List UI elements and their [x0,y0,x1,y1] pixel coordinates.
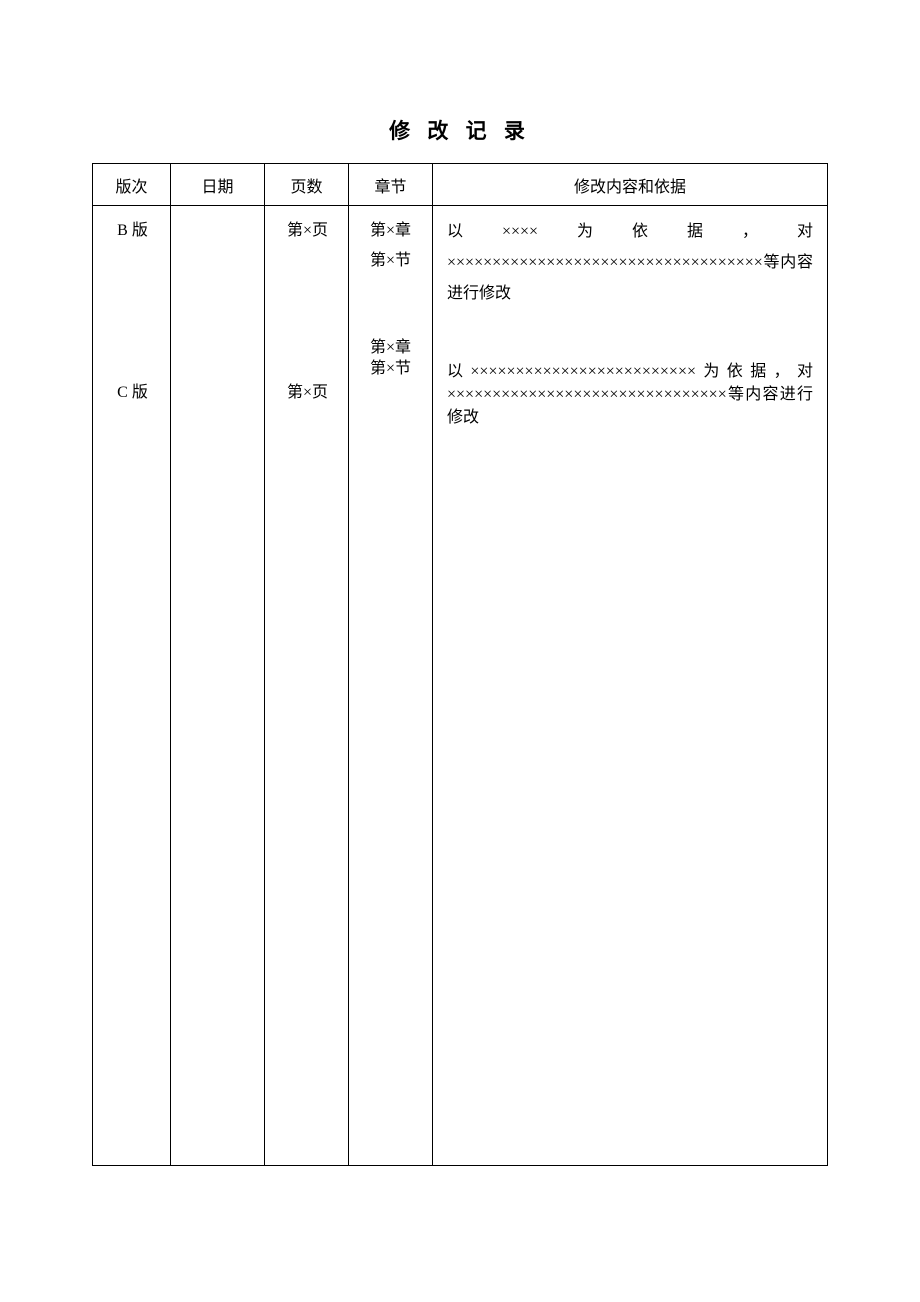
page-entry-1: 第×页 [275,216,340,246]
table-body-row: B 版 C 版 第×页 第×页 [93,206,828,1166]
page-title: 修 改 记 录 [92,115,828,145]
page-container: 修 改 记 录 版次 日期 页数 章节 修改内容和依据 B 版 [0,0,920,1256]
cell-content: 以××××为依据，对××××××××××××××××××××××××××××××… [433,206,828,1166]
header-chapter: 章节 [349,164,433,206]
spacer [355,277,426,327]
table-header-row: 版次 日期 页数 章节 修改内容和依据 [93,164,828,206]
content-entry-1: 以××××为依据，对××××××××××××××××××××××××××××××… [447,216,813,310]
header-version: 版次 [93,164,171,206]
cell-page: 第×页 第×页 [265,206,349,1166]
content-entry-2: 以×××××××××××××××××××××××××为依据，对×××××××××… [447,360,813,430]
spacer [275,246,340,378]
cell-version: B 版 C 版 [93,206,171,1166]
header-date: 日期 [171,164,265,206]
spacer [447,310,813,360]
header-content: 修改内容和依据 [433,164,828,206]
chapter-entry-1-line2: 第×节 [355,246,426,276]
spacer [103,246,162,378]
cell-date [171,206,265,1166]
chapter-entry-2-line2: 第×节 [355,358,426,380]
version-entry-2: C 版 [103,378,162,408]
chapter-entry-2-line1: 第×章 [355,337,426,359]
cell-chapter: 第×章 第×节 第×章 第×节 [349,206,433,1166]
header-page: 页数 [265,164,349,206]
version-entry-1: B 版 [103,216,162,246]
revision-table: 版次 日期 页数 章节 修改内容和依据 B 版 C 版 [92,163,828,1166]
page-entry-2: 第×页 [275,378,340,408]
chapter-entry-1-line1: 第×章 [355,216,426,246]
